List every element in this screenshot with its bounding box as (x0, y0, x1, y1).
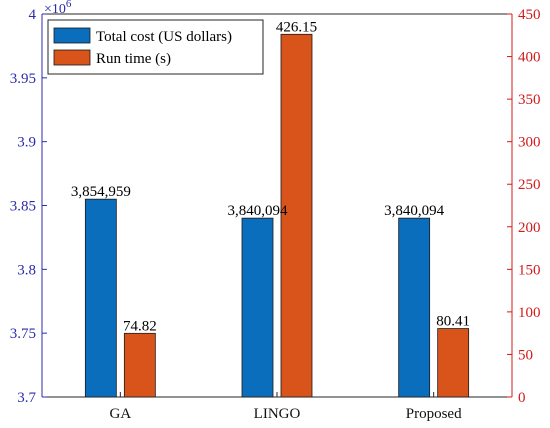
multiplier-exponent: 6 (66, 0, 72, 10)
right-tick-label: 250 (518, 177, 541, 193)
multiplier-base: ×10 (44, 2, 66, 17)
right-y-axis: 0 50 100 150 200 250 300 350 400 450 (507, 7, 541, 406)
bar-total-cost (84, 198, 117, 398)
bar-total-cost (398, 217, 431, 398)
x-tick-label: GA (109, 406, 131, 422)
legend-swatch (53, 27, 91, 44)
data-label-total-cost: 3,854,959 (71, 184, 131, 200)
right-tick-label: 0 (518, 390, 526, 406)
legend-entry: Run time (s) (96, 51, 171, 67)
data-labels: 3,854,959 74.82 3,840,094 426.15 3,840,094 80… (71, 19, 470, 334)
x-tick-label: LINGO (254, 406, 301, 422)
bar-total-cost (241, 217, 274, 398)
data-label-run-time: 426.15 (276, 19, 317, 35)
right-tick-label: 100 (518, 305, 541, 321)
legend: Total cost (US dollars) Run time (s) (47, 19, 264, 75)
x-tick-label: Proposed (406, 406, 462, 422)
data-label-run-time: 80.41 (436, 314, 470, 330)
left-tick-label: 3.85 (10, 199, 36, 215)
bar-run-time (280, 33, 313, 398)
data-label-run-time: 74.82 (123, 318, 157, 334)
bars (84, 33, 470, 398)
right-tick-label: 450 (518, 7, 541, 23)
right-tick-label: 350 (518, 92, 541, 108)
left-tick-label: 3.8 (17, 262, 36, 278)
data-label-total-cost: 3,840,094 (228, 203, 289, 219)
right-tick-label: 200 (518, 220, 541, 236)
right-tick-label: 300 (518, 135, 541, 151)
data-label-total-cost: 3,840,094 (384, 203, 445, 219)
left-tick-label: 3.7 (17, 390, 36, 406)
left-tick-label: 4 (29, 7, 37, 23)
left-axis-multiplier: ×106 (44, 0, 72, 17)
bar-run-time (123, 332, 156, 398)
legend-swatch (53, 49, 91, 66)
legend-entry: Total cost (US dollars) (96, 29, 232, 45)
left-tick-label: 3.95 (10, 71, 36, 87)
right-tick-label: 150 (518, 262, 541, 278)
x-axis: GA LINGO Proposed (109, 392, 462, 422)
left-y-axis: 3.7 3.75 3.8 3.85 3.9 3.95 4 ×106 (10, 0, 72, 406)
right-tick-label: 400 (518, 50, 541, 66)
left-tick-label: 3.75 (10, 326, 36, 342)
left-tick-label: 3.9 (17, 135, 36, 151)
bar-run-time (437, 328, 470, 398)
right-tick-label: 50 (518, 347, 533, 363)
